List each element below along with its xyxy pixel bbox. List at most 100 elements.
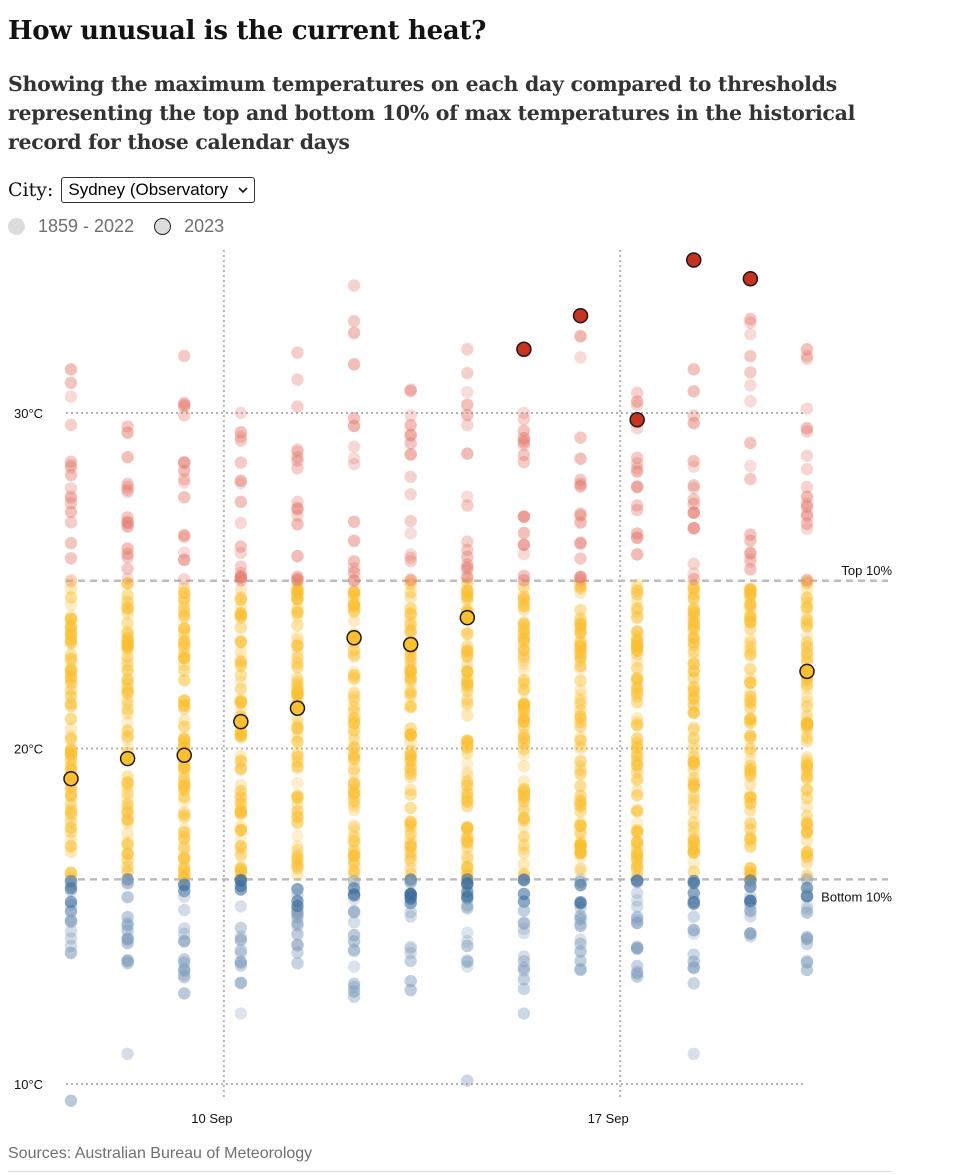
city-select[interactable]: Sydney (Observatory — [61, 177, 256, 203]
historical-point — [800, 717, 814, 730]
historical-point — [744, 611, 757, 624]
historical-point — [64, 552, 78, 565]
historical-point — [800, 635, 814, 649]
historical-point — [121, 708, 134, 721]
historical-point — [347, 762, 361, 776]
historical-point — [64, 516, 78, 529]
historical-point — [178, 674, 191, 687]
historical-point — [347, 819, 361, 832]
historical-point — [744, 833, 757, 846]
historical-point — [800, 497, 814, 510]
historical-point — [404, 729, 417, 742]
historical-point — [234, 790, 248, 804]
historical-point — [404, 833, 417, 846]
historical-point — [461, 766, 474, 779]
historical-point — [234, 566, 248, 580]
historical-point — [121, 519, 134, 533]
historical-point — [347, 585, 361, 598]
historical-point — [574, 730, 587, 744]
historical-point — [687, 924, 700, 937]
historical-point — [64, 505, 78, 519]
historical-point — [347, 419, 361, 433]
historical-point — [178, 530, 191, 543]
historical-point — [404, 684, 417, 697]
historical-point — [517, 775, 531, 788]
historical-point — [64, 418, 78, 432]
historical-point — [404, 954, 417, 968]
historical-point — [347, 906, 361, 919]
historical-point — [517, 842, 531, 856]
historical-point — [630, 399, 644, 412]
historical-point — [517, 759, 531, 773]
threshold-bottom-label: Bottom 10% — [821, 889, 892, 904]
historical-point — [574, 933, 587, 946]
source-note: Sources: Australian Bureau of Meteorolog… — [8, 1145, 313, 1162]
historical-point — [461, 627, 474, 641]
historical-point — [800, 718, 814, 732]
historical-point — [291, 502, 304, 516]
historical-point — [630, 805, 644, 818]
historical-point — [574, 537, 587, 551]
historical-point — [574, 878, 587, 892]
historical-point — [630, 584, 644, 597]
historical-point — [800, 343, 814, 356]
historical-point — [574, 962, 587, 976]
historical-point — [800, 906, 814, 919]
historical-point — [574, 431, 587, 444]
historical-point — [744, 778, 757, 791]
historical-point — [687, 606, 700, 619]
historical-point — [630, 602, 644, 615]
city-label: City: — [8, 179, 54, 201]
historical-point — [687, 506, 700, 519]
historical-point — [404, 839, 417, 853]
historical-point — [800, 647, 814, 661]
historical-point — [178, 553, 191, 566]
historical-point — [687, 557, 700, 571]
scatter-chart: 10°C 20°C 30°C 10 Sep 17 Sep Top 10% Bottom 10… — [14, 250, 892, 1126]
historical-point — [178, 762, 191, 775]
historical-point — [461, 709, 474, 722]
historical-point — [291, 443, 304, 456]
historical-point — [291, 639, 304, 652]
historical-point — [630, 754, 644, 767]
historical-point — [291, 928, 304, 941]
historical-point — [461, 651, 474, 664]
historical-point — [234, 763, 248, 776]
historical-point — [517, 510, 531, 523]
historical-point — [404, 675, 417, 688]
historical-point — [630, 499, 644, 512]
historical-point — [64, 619, 78, 633]
historical-point — [121, 683, 134, 696]
historical-point — [744, 592, 757, 605]
historical-point — [404, 801, 417, 815]
historical-point — [234, 636, 248, 650]
historical-point — [517, 926, 531, 940]
historical-point — [517, 802, 531, 815]
historical-point — [404, 823, 417, 836]
historical-point — [800, 932, 814, 945]
historical-point — [630, 789, 644, 802]
historical-point — [517, 618, 531, 631]
historical-point — [291, 750, 304, 764]
historical-point — [64, 661, 78, 675]
historical-point — [121, 516, 134, 530]
historical-point — [347, 440, 361, 453]
current-year-point — [629, 411, 645, 428]
historical-point — [630, 789, 644, 802]
historical-point — [64, 748, 78, 761]
historical-point — [234, 669, 248, 682]
historical-point — [574, 570, 587, 583]
historical-point — [517, 658, 531, 671]
historical-point — [178, 409, 191, 422]
historical-point — [744, 880, 757, 893]
historical-point — [687, 821, 700, 834]
historical-point — [121, 477, 134, 490]
historical-point — [800, 349, 814, 363]
historical-point — [234, 883, 248, 896]
historical-point — [178, 840, 191, 853]
historical-point — [744, 905, 757, 918]
historical-point — [630, 823, 644, 837]
historical-point — [64, 895, 78, 909]
historical-point — [687, 522, 700, 535]
historical-point — [517, 569, 531, 582]
